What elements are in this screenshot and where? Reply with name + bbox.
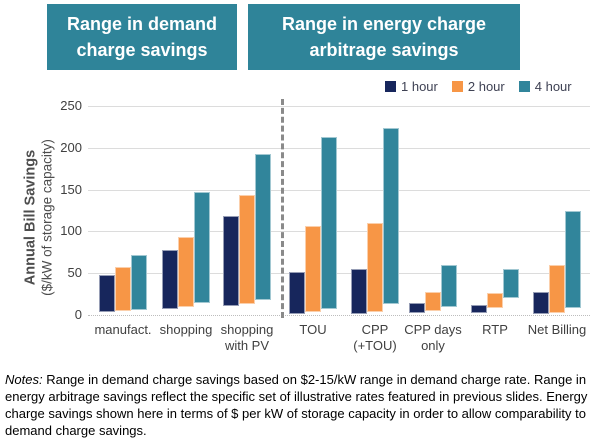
x-category-label: shopping [140,322,232,338]
legend-swatch [518,81,530,92]
x-category-label-line: with PV [224,338,270,353]
gridline [88,189,590,191]
y-axis-title: Annual Bill Savings ($/kW of storage cap… [22,103,57,333]
gridline [88,106,590,107]
bar-4-hour-7 [565,211,581,309]
bar-1-hour-4 [351,269,367,315]
x-category-label-line: Net Billing [527,322,587,337]
bar-4-hour-4 [383,127,399,305]
bar-4-hour-0 [131,254,147,310]
bar-4-hour-3 [321,136,337,310]
bar-1-hour-2 [223,215,239,306]
bar-1-hour-6 [471,304,487,314]
x-category-label-line: CPP days [404,322,462,337]
bar-2-hour-3 [305,226,321,313]
legend-item-2-hour: 2 hour [451,79,505,94]
bar-1-hour-7 [533,291,549,315]
legend-swatch [385,81,396,92]
header-demand-charge-savings: Range in demand charge savings [47,4,237,70]
x-category-label-line: manufact. [94,322,152,337]
section-divider-dashed-line [281,99,284,318]
bar-4-hour-5 [441,264,457,308]
chart-legend: 1 hour 2 hour 4 hour [385,79,572,94]
y-tick-label: 250 [60,98,82,113]
notes-body: Range in demand charge savings based on … [5,372,588,438]
x-category-label-line: (+TOU) [353,338,397,353]
x-category-label: TOU [267,322,359,338]
bar-1-hour-3 [289,271,305,315]
header-energy-arbitrage-savings: Range in energy charge arbitrage savings [248,4,520,70]
bar-2-hour-0 [115,267,131,311]
bar-2-hour-1 [178,237,194,307]
x-category-label-line: shopping [220,322,274,337]
legend-item-4-hour: 4 hour [518,79,572,94]
bar-4-hour-6 [503,269,519,299]
y-tick-label: 50 [67,265,82,281]
gridline [88,273,590,275]
x-category-label: CPP days only [387,322,479,354]
gridline [88,147,590,149]
bar-4-hour-2 [255,153,271,300]
x-category-label: manufact. [77,322,169,338]
bar-2-hour-5 [425,291,441,311]
notes-label: Notes: [5,372,43,387]
notes: Notes: Range in demand charge savings ba… [5,372,597,440]
x-category-label-line: only [421,338,445,353]
y-axis-title-units: ($/kW of storage capacity) [39,139,55,296]
y-axis-title-main: Annual Bill Savings [22,149,39,286]
y-tick-label: 150 [60,181,82,197]
x-category-label: RTP [449,322,541,338]
bar-2-hour-4 [367,223,383,312]
x-category-label-line: shopping [159,322,213,337]
bar-4-hour-1 [194,192,210,304]
legend-label: 1 hour [401,79,438,94]
y-tick-label: 200 [60,139,82,155]
bar-1-hour-5 [409,303,425,314]
bar-1-hour-1 [162,249,178,310]
x-category-label: shopping with PV [201,322,293,354]
legend-label: 2 hour [467,79,505,94]
legend-label: 4 hour [534,79,572,94]
bar-2-hour-2 [239,195,255,305]
legend-swatch [451,81,463,92]
y-tick-label: 100 [60,223,82,239]
legend-item-1-hour: 1 hour [385,79,438,94]
bar-1-hour-0 [99,274,115,312]
x-category-label-line: CPP [361,322,389,337]
x-category-label: CPP (+TOU) [329,322,421,354]
y-tick-label: 0 [74,307,82,322]
bar-2-hour-7 [549,264,565,314]
x-category-label-line: RTP [482,322,508,337]
gridline [88,231,590,233]
x-category-label: Net Billing [511,322,600,338]
x-category-label-line: TOU [299,322,327,337]
x-axis-baseline [88,315,590,316]
bar-2-hour-6 [487,293,503,309]
